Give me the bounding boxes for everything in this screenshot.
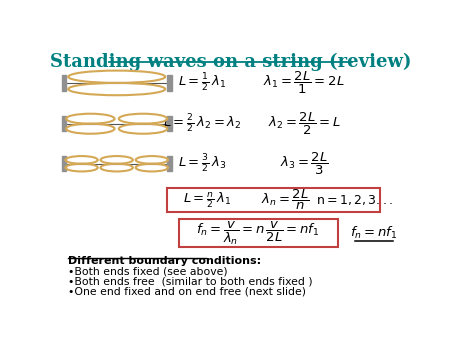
FancyBboxPatch shape: [167, 188, 380, 212]
FancyBboxPatch shape: [179, 219, 338, 247]
Text: $f_n = nf_1$: $f_n = nf_1$: [351, 225, 398, 241]
Bar: [62, 156, 66, 171]
Text: $L = \frac{3}{2}\,\lambda_3$: $L = \frac{3}{2}\,\lambda_3$: [178, 153, 226, 175]
Text: $\lambda_n = \dfrac{2L}{n}$: $\lambda_n = \dfrac{2L}{n}$: [261, 188, 309, 212]
Text: $\lambda_2 = \dfrac{2L}{2} = L$: $\lambda_2 = \dfrac{2L}{2} = L$: [268, 111, 341, 137]
Text: $f_n = \dfrac{v}{\lambda_n} = n\,\dfrac{v}{2L} = nf_1$: $f_n = \dfrac{v}{\lambda_n} = n\,\dfrac{…: [196, 219, 320, 247]
Bar: [167, 116, 172, 131]
Text: $\mathrm{n{=}1,2,3...}$: $\mathrm{n{=}1,2,3...}$: [316, 193, 393, 207]
Text: $\lambda_1 = \dfrac{2L}{1} = 2L$: $\lambda_1 = \dfrac{2L}{1} = 2L$: [263, 70, 345, 96]
Text: Standing waves on a string (review): Standing waves on a string (review): [50, 53, 411, 71]
Bar: [167, 156, 172, 171]
Text: $L = \frac{1}{2}\,\lambda_1$: $L = \frac{1}{2}\,\lambda_1$: [178, 72, 226, 94]
Bar: [62, 75, 66, 91]
Text: $\lambda_3 = \dfrac{2L}{3}$: $\lambda_3 = \dfrac{2L}{3}$: [280, 151, 328, 177]
Text: •Both ends free  (similar to both ends fixed ): •Both ends free (similar to both ends fi…: [68, 276, 312, 286]
Text: Different boundary conditions:: Different boundary conditions:: [68, 256, 261, 266]
Text: $L = \frac{n}{2}\,\lambda_1$: $L = \frac{n}{2}\,\lambda_1$: [183, 190, 231, 210]
Text: •One end fixed and on end free (next slide): •One end fixed and on end free (next sli…: [68, 286, 306, 296]
Text: $L = \frac{2}{2}\,\lambda_2 = \lambda_2$: $L = \frac{2}{2}\,\lambda_2 = \lambda_2$: [163, 113, 241, 135]
Bar: [62, 116, 66, 131]
Text: •Both ends fixed (see above): •Both ends fixed (see above): [68, 266, 228, 276]
Bar: [167, 75, 172, 91]
